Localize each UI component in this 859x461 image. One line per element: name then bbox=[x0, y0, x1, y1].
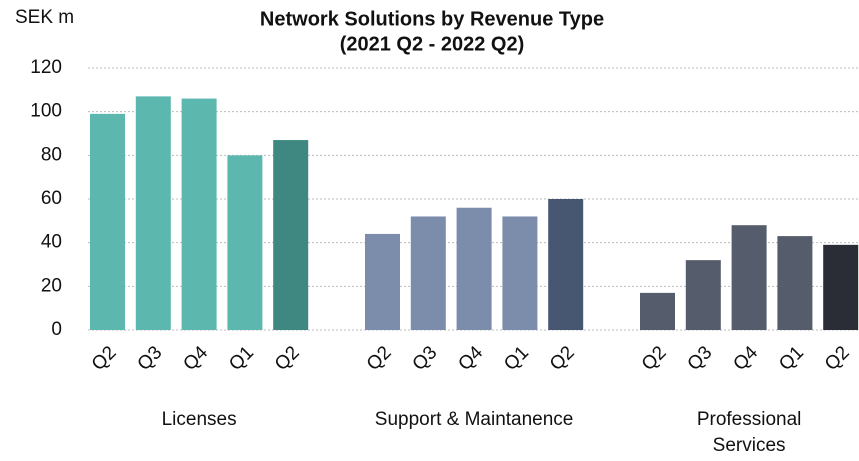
bar bbox=[456, 207, 492, 330]
x-tick-label: Q4 bbox=[454, 342, 487, 375]
group-label-box: Professional Services bbox=[696, 409, 802, 456]
bar bbox=[410, 216, 446, 330]
bar bbox=[731, 225, 767, 330]
y-tick-label: 60 bbox=[41, 188, 62, 209]
bar bbox=[181, 98, 217, 330]
bar bbox=[135, 96, 171, 330]
y-tick-label: 80 bbox=[41, 144, 62, 165]
x-tick-label: Q2 bbox=[271, 342, 304, 375]
bar bbox=[685, 260, 721, 330]
bar bbox=[777, 236, 813, 330]
group-label: Support & Maintanence bbox=[374, 409, 574, 430]
y-tick-label: 40 bbox=[41, 232, 62, 253]
y-tick-label: 20 bbox=[41, 275, 62, 296]
x-tick-label: Q1 bbox=[225, 342, 258, 375]
group-label-box: Support & Maintanence bbox=[374, 409, 574, 430]
x-tick-label: Q3 bbox=[134, 342, 167, 375]
bar bbox=[90, 113, 125, 330]
x-tick-label: Q2 bbox=[821, 342, 854, 375]
group-label: Professional Services bbox=[696, 409, 802, 456]
bar bbox=[365, 233, 400, 330]
x-tick-label: Q4 bbox=[729, 342, 762, 375]
chart-title: Network Solutions by Revenue Type bbox=[260, 8, 604, 30]
x-tick-label: Q2 bbox=[638, 342, 671, 375]
x-tick-label: Q3 bbox=[684, 342, 717, 375]
y-axis-label: SEK m bbox=[15, 7, 74, 28]
chart-subtitle: (2021 Q2 - 2022 Q2) bbox=[340, 33, 525, 55]
y-tick-label: 100 bbox=[30, 101, 62, 122]
x-tick-label: Q1 bbox=[775, 342, 808, 375]
x-tick-label: Q1 bbox=[500, 342, 533, 375]
y-tick-label: 120 bbox=[30, 57, 62, 78]
bar bbox=[548, 199, 584, 330]
bar bbox=[273, 140, 309, 330]
bar bbox=[640, 292, 675, 330]
x-tick-label: Q2 bbox=[363, 342, 396, 375]
x-tick-label: Q2 bbox=[88, 342, 121, 375]
bar bbox=[502, 216, 538, 330]
bar bbox=[823, 244, 859, 330]
group-label: Licenses bbox=[161, 409, 237, 430]
x-tick-label: Q2 bbox=[546, 342, 579, 375]
group-label-box: Licenses bbox=[161, 409, 237, 430]
x-tick-label: Q3 bbox=[409, 342, 442, 375]
y-tick-label: 0 bbox=[51, 319, 62, 340]
x-tick-label: Q4 bbox=[179, 342, 212, 375]
bar bbox=[227, 155, 263, 330]
